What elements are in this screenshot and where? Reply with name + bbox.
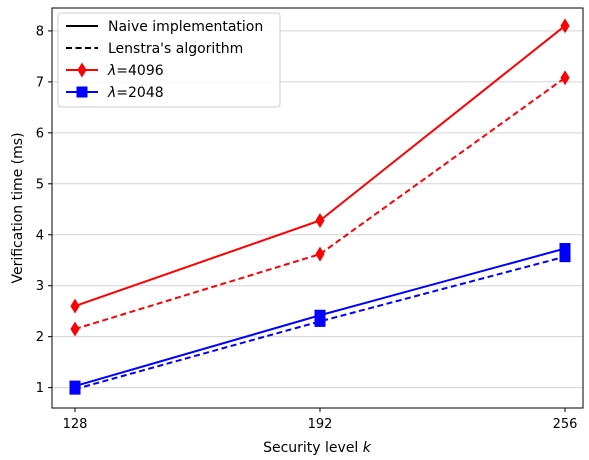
axis-ticks: 1 2 3 4 5 6 7 8 128 192 256	[36, 24, 578, 432]
data-point-diamond	[70, 298, 80, 314]
legend-marker-diamond	[77, 62, 87, 78]
x-axis-title: Security level k	[263, 440, 372, 456]
x-tick-label: 256	[553, 417, 578, 432]
x-tick-label: 192	[308, 417, 333, 432]
y-tick-label: 8	[36, 24, 44, 39]
data-point-diamond	[560, 18, 570, 34]
data-point-diamond	[560, 70, 570, 86]
series-line	[70, 70, 570, 337]
data-point-square	[314, 315, 326, 327]
legend-label-2048: λ=2048	[107, 85, 164, 101]
data-point-square	[69, 383, 81, 395]
y-axis-title: Verification time (ms)	[10, 132, 26, 283]
legend: Naive implementation Lenstra's algorithm…	[57, 12, 281, 108]
y-tick-label: 6	[36, 126, 44, 141]
series-path	[74, 76, 566, 330]
x-tick-label: 128	[63, 417, 88, 432]
y-tick-label: 2	[36, 330, 44, 345]
series-path	[74, 255, 566, 391]
legend-label-4096: λ=4096	[107, 63, 164, 79]
plot-frame	[51, 7, 584, 409]
data-point-diamond	[315, 246, 325, 262]
y-tick-label: 4	[36, 228, 44, 243]
y-tick-label: 1	[36, 381, 44, 396]
legend-box	[57, 12, 281, 108]
data-point-diamond	[315, 213, 325, 228]
data-point-diamond	[70, 321, 80, 337]
data-point-square	[559, 251, 571, 263]
y-tick-label: 3	[36, 279, 44, 294]
series-line	[69, 251, 571, 395]
legend-label-naive: Naive implementation	[108, 19, 263, 35]
plot-series	[69, 18, 571, 395]
y-tick-label: 5	[36, 177, 44, 192]
series-line	[70, 18, 570, 314]
y-tick-label: 7	[36, 75, 44, 90]
legend-marker-square	[76, 86, 88, 98]
legend-label-lenstra: Lenstra's algorithm	[108, 41, 243, 57]
